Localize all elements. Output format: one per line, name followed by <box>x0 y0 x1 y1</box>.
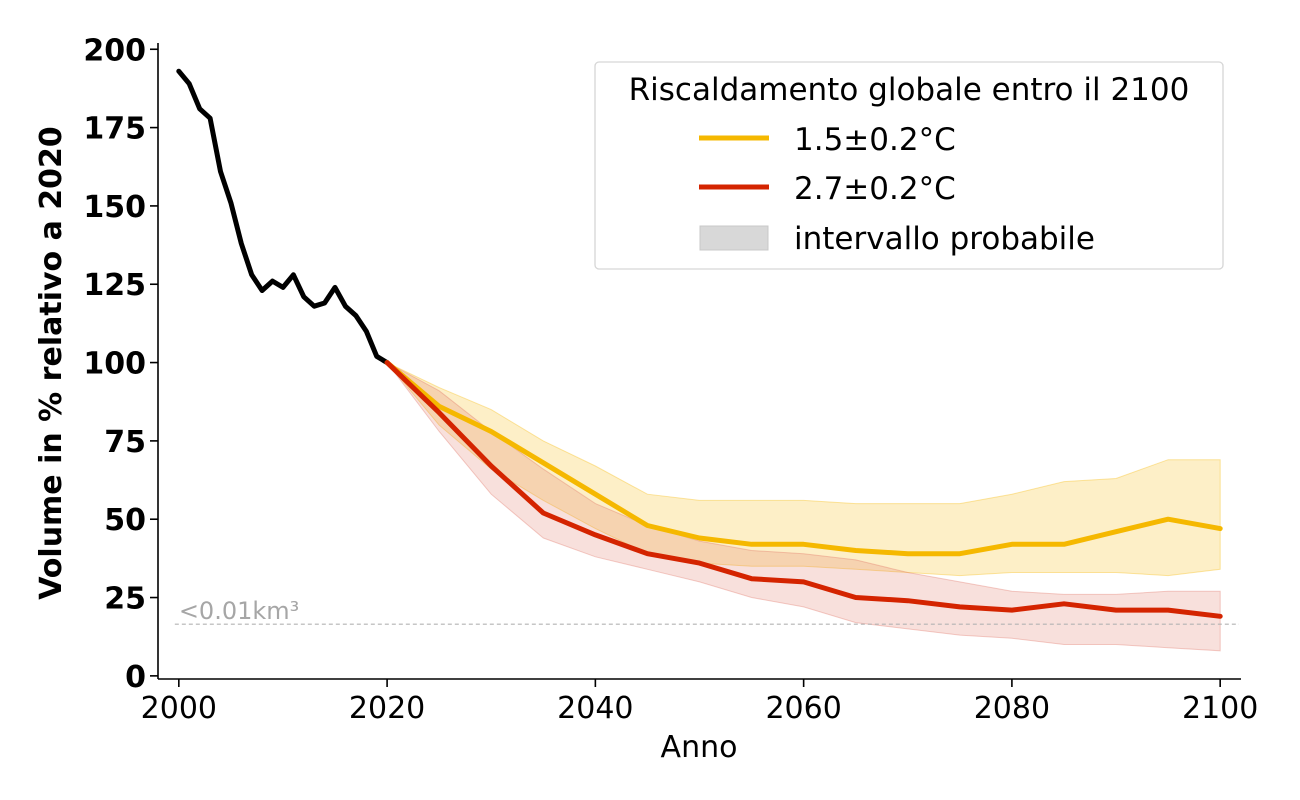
series-line-high <box>384 360 1223 619</box>
legend-label-2: intervallo probabile <box>794 221 1095 257</box>
x-tick-label: 2080 <box>974 691 1050 726</box>
y-ticks: 0 25 50 75 100 125 150 175 200 <box>83 33 158 695</box>
legend: Riscaldamento globale entro il 2100 1.5±0… <box>594 61 1224 270</box>
series-lines <box>176 68 1223 619</box>
y-tick-label: 50 <box>104 503 146 538</box>
series-line-low <box>384 360 1223 557</box>
confidence-bands <box>386 362 1221 652</box>
y-tick-label: 0 <box>125 660 146 695</box>
legend-frame <box>594 61 1224 270</box>
x-ticks: 2000 2020 2040 2060 2080 2100 <box>141 679 1258 726</box>
y-tick-label: 125 <box>83 268 146 303</box>
historical-line <box>176 68 390 366</box>
x-tick-label: 2060 <box>765 691 841 726</box>
x-axis-label: Anno <box>661 730 738 765</box>
y-tick-label: 200 <box>83 33 146 68</box>
x-tick-label: 2000 <box>141 691 217 726</box>
x-tick-label: 2020 <box>349 691 425 726</box>
axes <box>157 43 1241 680</box>
y-tick-label: 175 <box>83 112 146 147</box>
legend-label-1: 2.7±0.2°C <box>794 171 956 207</box>
legend-label-0: 1.5±0.2°C <box>794 122 956 158</box>
legend-swatch-2 <box>699 225 769 251</box>
y-tick-label: 75 <box>104 425 146 460</box>
y-tick-label: 100 <box>83 347 146 382</box>
threshold-group: <0.01km³ <box>174 597 1239 625</box>
legend-title: Riscaldamento globale entro il 2100 <box>629 72 1190 108</box>
x-tick-label: 2100 <box>1182 691 1258 726</box>
y-axis-label: Volume in % relativo a 2020 <box>34 126 69 600</box>
y-tick-label: 25 <box>104 582 146 617</box>
y-tick-label: 150 <box>83 190 146 225</box>
x-tick-label: 2040 <box>557 691 633 726</box>
threshold-label: <0.01km³ <box>179 597 299 625</box>
